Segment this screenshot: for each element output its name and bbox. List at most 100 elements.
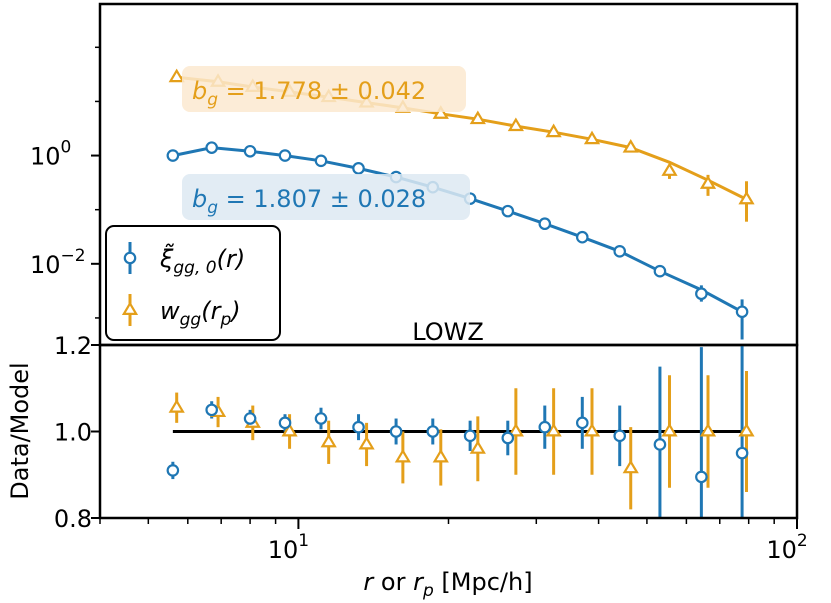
bottom-panel: 0.8 1.0 1.2 101 102 xyxy=(54,332,808,564)
legend-label-xi: ξ̃gg, 0(r) xyxy=(159,243,245,278)
xi-point xyxy=(166,149,180,162)
wgg-ratio-point xyxy=(281,422,298,437)
xlabel-subscript: p xyxy=(422,581,434,601)
wgg-ratio-point xyxy=(738,422,755,437)
legend-arg-subscript: p xyxy=(219,310,231,330)
legend-label-wgg: wgg(rp) xyxy=(160,297,241,330)
xi-point xyxy=(695,287,708,301)
annotation-symbol: b xyxy=(192,77,207,105)
wgg-ratio-point xyxy=(699,422,717,437)
xi-point xyxy=(205,141,218,154)
xi-point xyxy=(243,144,257,158)
wgg-point xyxy=(738,190,755,205)
wgg-annotation: bg = 1.778 ± 0.042 xyxy=(192,77,426,110)
xi-ratio-point xyxy=(735,446,749,460)
y-tick-label: 1.0 xyxy=(54,419,92,447)
xi-ratio-point xyxy=(501,431,515,445)
legend-marker-xi xyxy=(123,251,137,265)
tick-base: 10 xyxy=(30,143,61,171)
wgg-point xyxy=(622,138,639,153)
xi-point xyxy=(613,245,627,258)
wgg-point xyxy=(507,117,524,132)
y-tick-label: 100 xyxy=(30,138,71,171)
xi-annotation-box xyxy=(182,174,470,220)
wgg-ratio-point xyxy=(469,440,486,454)
tick-exponent: 2 xyxy=(797,531,808,551)
wgg-point xyxy=(168,68,185,83)
bottom-plot-area xyxy=(166,345,755,518)
xi-ratio-point xyxy=(653,438,667,451)
tick-base: 10 xyxy=(30,251,61,279)
tick-exponent: 1 xyxy=(298,531,309,551)
wgg-ratio-point xyxy=(661,422,678,437)
wgg-ratio-point xyxy=(622,459,639,474)
xlabel-rp: r xyxy=(413,568,425,596)
xi-point xyxy=(653,264,667,278)
xlabel-r: r xyxy=(363,568,375,596)
tick-exponent: 0 xyxy=(61,138,72,158)
wgg-annotation-box xyxy=(182,66,466,112)
legend-frame xyxy=(105,225,281,341)
xi-point xyxy=(501,204,515,218)
annotation-value: = 1.807 ± 0.028 xyxy=(218,185,426,213)
wgg-point xyxy=(583,130,601,145)
annotation-subscript: g xyxy=(207,198,218,218)
legend-symbol: ξ̃ xyxy=(159,243,175,273)
labels: r or rp [Mpc/h]Data/Model xyxy=(6,362,533,601)
wgg-ratio-point xyxy=(168,399,185,413)
xi-ratio-point xyxy=(613,429,627,443)
annotation-symbol: b xyxy=(192,185,207,213)
xi-ratio-point xyxy=(278,416,292,430)
wgg-ratio-point xyxy=(320,433,337,448)
xlabel-or: or xyxy=(373,568,413,596)
xi-ratio-point xyxy=(575,416,589,430)
wgg-point xyxy=(699,175,717,189)
legend-subscript: gg, 0 xyxy=(173,258,216,278)
xi-point xyxy=(575,230,589,244)
y-tick-label: 10−2 xyxy=(30,246,86,279)
xi-ratio-point xyxy=(205,403,218,417)
legend: ξ̃gg, 0(r)wgg(rp) xyxy=(105,225,281,341)
xi-ratio-point xyxy=(352,420,365,434)
legend-argument: (r xyxy=(201,297,222,325)
xi-ratio-point xyxy=(389,425,403,438)
wgg-ratio-point xyxy=(507,422,524,437)
x-tick-label: 101 xyxy=(268,531,309,564)
xi-ratio-point xyxy=(166,464,180,477)
wgg-ratio-point xyxy=(358,435,375,450)
legend-marker-wgg xyxy=(121,301,139,315)
xi-point xyxy=(314,154,328,168)
wgg-ratio-point xyxy=(394,448,411,463)
xi-ratio-point xyxy=(463,429,477,443)
xi-ratio-point xyxy=(538,420,552,434)
legend-arg-close: ) xyxy=(229,297,240,325)
xi-ratio-point xyxy=(426,425,440,438)
xi-point xyxy=(538,217,552,231)
wgg-ratio-point xyxy=(432,448,449,463)
xi-ratio-point xyxy=(695,470,708,484)
xi-ratio-point xyxy=(314,412,328,425)
tick-exponent: −2 xyxy=(61,246,86,266)
xi-point xyxy=(278,149,292,162)
wgg-point xyxy=(469,110,486,125)
wgg-point xyxy=(432,105,449,119)
wgg-point xyxy=(545,123,562,138)
wgg-point xyxy=(661,162,678,176)
y-tick-label: 1.2 xyxy=(54,332,92,360)
xi-point xyxy=(352,162,365,175)
xlabel-units: [Mpc/h] xyxy=(434,568,533,596)
wgg-ratio-point xyxy=(545,422,562,437)
legend-subscript: gg xyxy=(180,310,202,330)
xi-annotation: bg = 1.807 ± 0.028 xyxy=(192,185,426,218)
x-axis-label: r or rp [Mpc/h] xyxy=(363,568,532,601)
y-axis-label: Data/Model xyxy=(6,362,34,499)
panel-title: LOWZ xyxy=(412,318,484,346)
tick-base: 10 xyxy=(766,536,797,564)
y-tick-label: 0.8 xyxy=(54,505,92,533)
wgg-ratio-point xyxy=(583,422,601,437)
xi-point xyxy=(735,305,749,319)
legend-symbol: w xyxy=(160,297,180,325)
annotation-subscript: g xyxy=(207,90,218,110)
